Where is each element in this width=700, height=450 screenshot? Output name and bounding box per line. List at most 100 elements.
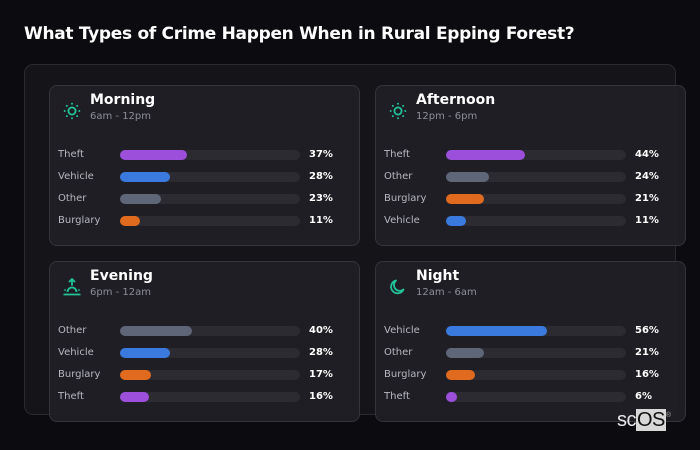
card-evening: Evening 6pm - 12am Other 40% Vehicle 28% Bur…	[49, 261, 360, 422]
bar-label: Vehicle	[384, 325, 420, 336]
card-time-range: 6am - 12pm	[90, 111, 152, 122]
bar-track	[120, 326, 300, 336]
bar-fill	[120, 216, 140, 226]
bar-track	[446, 150, 626, 160]
bar-fill	[120, 326, 192, 336]
moon-icon	[390, 279, 405, 295]
bar-value: 23%	[309, 193, 333, 204]
registered-mark: ®	[665, 412, 671, 419]
bar-row-vehicle: Vehicle 28%	[58, 346, 358, 368]
bar-row-other: Other 24%	[384, 170, 684, 192]
bar-label: Vehicle	[384, 215, 420, 226]
bar-label: Theft	[58, 149, 84, 160]
bar-fill	[446, 194, 484, 204]
bar-value: 11%	[309, 215, 333, 226]
bar-track	[446, 370, 626, 380]
bar-track	[120, 216, 300, 226]
bar-row-vehicle: Vehicle 56%	[384, 324, 684, 346]
bar-fill	[120, 194, 162, 204]
bar-track	[446, 172, 626, 182]
bar-track	[120, 370, 300, 380]
bar-row-other: Other 21%	[384, 346, 684, 368]
bar-fill	[446, 216, 466, 226]
bar-row-theft: Theft 37%	[58, 148, 358, 170]
card-title: Morning	[90, 92, 156, 108]
bar-value: 24%	[635, 171, 659, 182]
card-title: Afternoon	[416, 92, 496, 108]
bar-value: 37%	[309, 149, 333, 160]
bar-fill	[446, 172, 490, 182]
bar-label: Theft	[384, 149, 410, 160]
bar-track	[120, 392, 300, 402]
bar-value: 11%	[635, 215, 659, 226]
bar-list: Theft 44% Other 24% Burglary 21% Vehicle 11%	[384, 148, 684, 236]
bar-label: Other	[384, 171, 413, 182]
bar-label: Vehicle	[58, 347, 94, 358]
bar-fill	[446, 392, 457, 402]
card-morning: Morning 6am - 12pm Theft 37% Vehicle 28% Oth…	[49, 85, 360, 246]
bar-row-theft: Theft 16%	[58, 390, 358, 412]
bar-list: Other 40% Vehicle 28% Burglary 17% Theft 16%	[58, 324, 358, 412]
bar-track	[120, 172, 300, 182]
card-title: Night	[416, 268, 460, 284]
bar-list: Vehicle 56% Other 21% Burglary 16% Theft 6%	[384, 324, 684, 412]
bar-row-other: Other 40%	[58, 324, 358, 346]
bar-track	[120, 348, 300, 358]
bar-row-burglary: Burglary 21%	[384, 192, 684, 214]
bar-label: Burglary	[384, 193, 427, 204]
bar-row-theft: Theft 44%	[384, 148, 684, 170]
bar-track	[446, 326, 626, 336]
bar-fill	[120, 348, 171, 358]
bar-value: 56%	[635, 325, 659, 336]
bar-value: 40%	[309, 325, 333, 336]
bar-track	[446, 392, 626, 402]
bar-value: 28%	[309, 347, 333, 358]
bar-label: Burglary	[384, 369, 427, 380]
bar-fill	[120, 370, 151, 380]
bar-row-burglary: Burglary 17%	[58, 368, 358, 390]
bar-label: Theft	[384, 391, 410, 402]
bar-row-other: Other 23%	[58, 192, 358, 214]
bar-track	[446, 194, 626, 204]
bar-label: Other	[58, 193, 87, 204]
sun-icon	[63, 102, 81, 120]
bar-row-vehicle: Vehicle 28%	[58, 170, 358, 192]
bar-value: 44%	[635, 149, 659, 160]
bar-row-theft: Theft 6%	[384, 390, 684, 412]
card-time-range: 12am - 6am	[416, 287, 477, 298]
bar-label: Other	[58, 325, 87, 336]
bar-label: Other	[384, 347, 413, 358]
scos-logo: scOS®	[617, 409, 671, 431]
card-afternoon: Afternoon 12pm - 6pm Theft 44% Other 24% Bur…	[375, 85, 686, 246]
bar-fill	[446, 370, 475, 380]
bar-fill	[120, 150, 187, 160]
bar-label: Burglary	[58, 369, 101, 380]
logo-sc: sc	[617, 409, 637, 431]
card-time-range: 6pm - 12am	[90, 287, 152, 298]
bar-row-burglary: Burglary 16%	[384, 368, 684, 390]
bar-fill	[446, 150, 526, 160]
bar-track	[446, 348, 626, 358]
bar-value: 6%	[635, 391, 652, 402]
bar-label: Burglary	[58, 215, 101, 226]
bar-label: Theft	[58, 391, 84, 402]
bar-fill	[120, 392, 149, 402]
card-title: Evening	[90, 268, 153, 284]
sun-icon	[389, 102, 407, 120]
bar-track	[446, 216, 626, 226]
card-time-range: 12pm - 6pm	[416, 111, 478, 122]
bar-value: 17%	[309, 369, 333, 380]
bar-fill	[120, 172, 171, 182]
bar-value: 28%	[309, 171, 333, 182]
bar-row-vehicle: Vehicle 11%	[384, 214, 684, 236]
bar-value: 21%	[635, 347, 659, 358]
bar-track	[120, 194, 300, 204]
bar-fill	[446, 348, 484, 358]
logo-os: OS	[636, 409, 666, 431]
bar-row-burglary: Burglary 11%	[58, 214, 358, 236]
bar-list: Theft 37% Vehicle 28% Other 23% Burglary 11%	[58, 148, 358, 236]
bar-label: Vehicle	[58, 171, 94, 182]
bar-value: 16%	[309, 391, 333, 402]
bar-value: 21%	[635, 193, 659, 204]
bar-fill	[446, 326, 547, 336]
